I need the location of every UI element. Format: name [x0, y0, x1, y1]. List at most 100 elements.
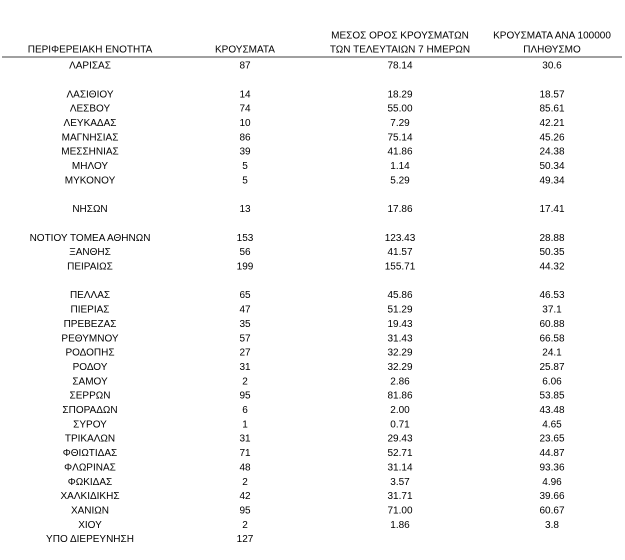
- value-cell: 32.29: [387, 348, 412, 359]
- value-cell: 44.87: [539, 448, 564, 459]
- value-cell: 71: [239, 448, 251, 459]
- value-cell: 17.41: [539, 204, 564, 215]
- value-cell: 87: [239, 61, 251, 72]
- value-cell: 7.29: [390, 118, 410, 129]
- value-cell: 42.21: [539, 118, 564, 129]
- value-cell: 1.86: [390, 520, 410, 531]
- region-cell: ΡΟΔΟΥ: [73, 362, 108, 373]
- value-cell: 78.14: [387, 61, 412, 72]
- value-cell: 31.43: [387, 333, 412, 344]
- value-cell: 24.1: [542, 348, 562, 359]
- region-cell: ΡΕΘΥΜΝΟΥ: [61, 333, 118, 344]
- value-cell: 75.14: [387, 132, 412, 143]
- value-cell: 1: [242, 419, 248, 430]
- region-cell: ΣΠΟΡΑΔΩΝ: [62, 405, 117, 416]
- value-cell: 43.48: [539, 405, 564, 416]
- value-cell: 3.57: [390, 477, 410, 488]
- value-cell: 19.43: [387, 319, 412, 330]
- value-cell: 127: [237, 534, 254, 545]
- region-cell: ΝΟΤΙΟΥ ΤΟΜΕΑ ΑΘΗΝΩΝ: [30, 233, 151, 244]
- value-cell: 5: [242, 161, 248, 172]
- value-cell: 31: [239, 362, 251, 373]
- value-cell: 2: [242, 520, 248, 531]
- region-cell: ΜΕΣΣΗΝΙΑΣ: [61, 147, 118, 158]
- region-cell: ΛΕΥΚΑΔΑΣ: [64, 118, 117, 129]
- value-cell: 4.96: [542, 477, 562, 488]
- value-cell: 0.71: [390, 419, 410, 430]
- region-cell: ΧΑΝΙΩΝ: [71, 505, 109, 516]
- header-cell: ΚΡΟΥΣΜΑΤΑ ΑΝΑ 100000: [493, 31, 611, 42]
- value-cell: 39.66: [539, 491, 564, 502]
- value-cell: 31: [239, 434, 251, 445]
- value-cell: 153: [237, 233, 254, 244]
- value-cell: 93.36: [539, 462, 564, 473]
- value-cell: 6: [242, 405, 248, 416]
- region-cell: ΛΑΡΙΣΑΣ: [69, 61, 111, 72]
- region-cell: ΥΠΟ ΔΙΕΡΕΥΝΗΣΗ: [46, 534, 134, 545]
- value-cell: 6.06: [542, 376, 562, 387]
- value-cell: 2.00: [390, 405, 410, 416]
- value-cell: 35: [239, 319, 251, 330]
- value-cell: 2: [242, 477, 248, 488]
- region-cell: ΦΩΚΙΔΑΣ: [68, 477, 112, 488]
- value-cell: 2: [242, 376, 248, 387]
- value-cell: 37.1: [542, 305, 562, 316]
- value-cell: 65: [239, 290, 251, 301]
- value-cell: 44.32: [539, 262, 564, 273]
- value-cell: 31.71: [387, 491, 412, 502]
- value-cell: 18.29: [387, 89, 412, 100]
- value-cell: 5.29: [390, 175, 410, 186]
- header-cell: ΤΩΝ ΤΕΛΕΥΤΑΙΩΝ 7 ΗΜΕΡΩΝ: [330, 45, 470, 56]
- region-cell: ΣΑΜΟΥ: [72, 376, 108, 387]
- value-cell: 86: [239, 132, 251, 143]
- value-cell: 3.8: [545, 520, 559, 531]
- value-cell: 39: [239, 147, 251, 158]
- header-cell: ΠΛΗΘΥΣΜΟ: [523, 45, 581, 56]
- region-cell: ΡΟΔΟΠΗΣ: [65, 348, 114, 359]
- region-cell: ΧΙΟΥ: [78, 520, 102, 531]
- value-cell: 25.87: [539, 362, 564, 373]
- region-cell: ΤΡΙΚΑΛΩΝ: [65, 434, 115, 445]
- value-cell: 50.35: [539, 247, 564, 258]
- value-cell: 95: [239, 391, 251, 402]
- region-cell: ΠΕΙΡΑΙΩΣ: [67, 262, 113, 273]
- region-cell: ΜΗΛΟΥ: [72, 161, 108, 172]
- value-cell: 53.85: [539, 391, 564, 402]
- region-cell: ΠΕΛΛΑΣ: [70, 290, 110, 301]
- value-cell: 60.88: [539, 319, 564, 330]
- region-cell: ΦΛΩΡΙΝΑΣ: [64, 462, 116, 473]
- value-cell: 46.53: [539, 290, 564, 301]
- region-cell: ΣΥΡΟΥ: [73, 419, 107, 430]
- value-cell: 29.43: [387, 434, 412, 445]
- region-cell: ΧΑΛΚΙΔΙΚΗΣ: [61, 491, 120, 502]
- value-cell: 123.43: [385, 233, 416, 244]
- value-cell: 14: [239, 89, 251, 100]
- value-cell: 85.61: [539, 104, 564, 115]
- value-cell: 95: [239, 505, 251, 516]
- value-cell: 48: [239, 462, 251, 473]
- value-cell: 55.00: [387, 104, 412, 115]
- value-cell: 2.86: [390, 376, 410, 387]
- region-cell: ΠΙΕΡΙΑΣ: [71, 305, 110, 316]
- value-cell: 30.6: [542, 61, 562, 72]
- region-cell: ΜΑΓΝΗΣΙΑΣ: [62, 132, 119, 143]
- region-cell: ΛΑΣΙΘΙΟΥ: [67, 89, 114, 100]
- region-cell: ΦΘΙΩΤΙΔΑΣ: [63, 448, 117, 459]
- value-cell: 4.65: [542, 419, 562, 430]
- value-cell: 1.14: [390, 161, 410, 172]
- region-cell: ΣΕΡΡΩΝ: [70, 391, 111, 402]
- value-cell: 57: [239, 333, 251, 344]
- region-cell: ΞΑΝΘΗΣ: [69, 247, 111, 258]
- value-cell: 155.71: [385, 262, 416, 273]
- value-cell: 66.58: [539, 333, 564, 344]
- value-cell: 42: [239, 491, 251, 502]
- value-cell: 27: [239, 348, 251, 359]
- header-cell: ΜΕΣΟΣ ΟΡΟΣ ΚΡΟΥΣΜΑΤΩΝ: [331, 31, 469, 42]
- value-cell: 41.57: [387, 247, 412, 258]
- value-cell: 41.86: [387, 147, 412, 158]
- value-cell: 51.29: [387, 305, 412, 316]
- value-cell: 71.00: [387, 505, 412, 516]
- value-cell: 5: [242, 175, 248, 186]
